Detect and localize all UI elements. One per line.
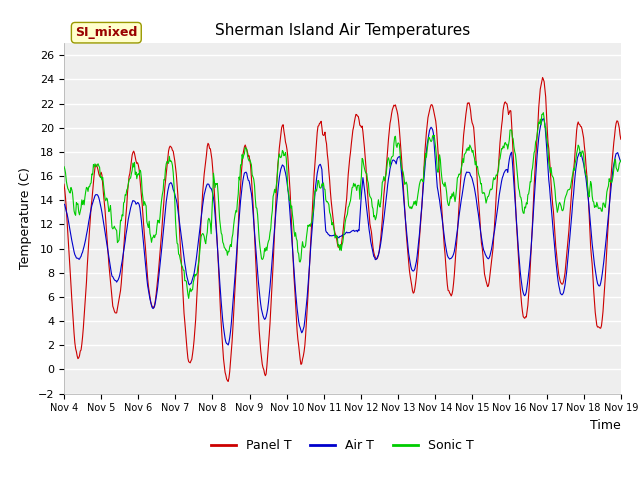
Legend: Panel T, Air T, Sonic T: Panel T, Air T, Sonic T [206, 434, 479, 457]
Title: Sherman Island Air Temperatures: Sherman Island Air Temperatures [215, 23, 470, 38]
X-axis label: Time: Time [590, 419, 621, 432]
Text: SI_mixed: SI_mixed [75, 26, 138, 39]
Y-axis label: Temperature (C): Temperature (C) [19, 168, 32, 269]
